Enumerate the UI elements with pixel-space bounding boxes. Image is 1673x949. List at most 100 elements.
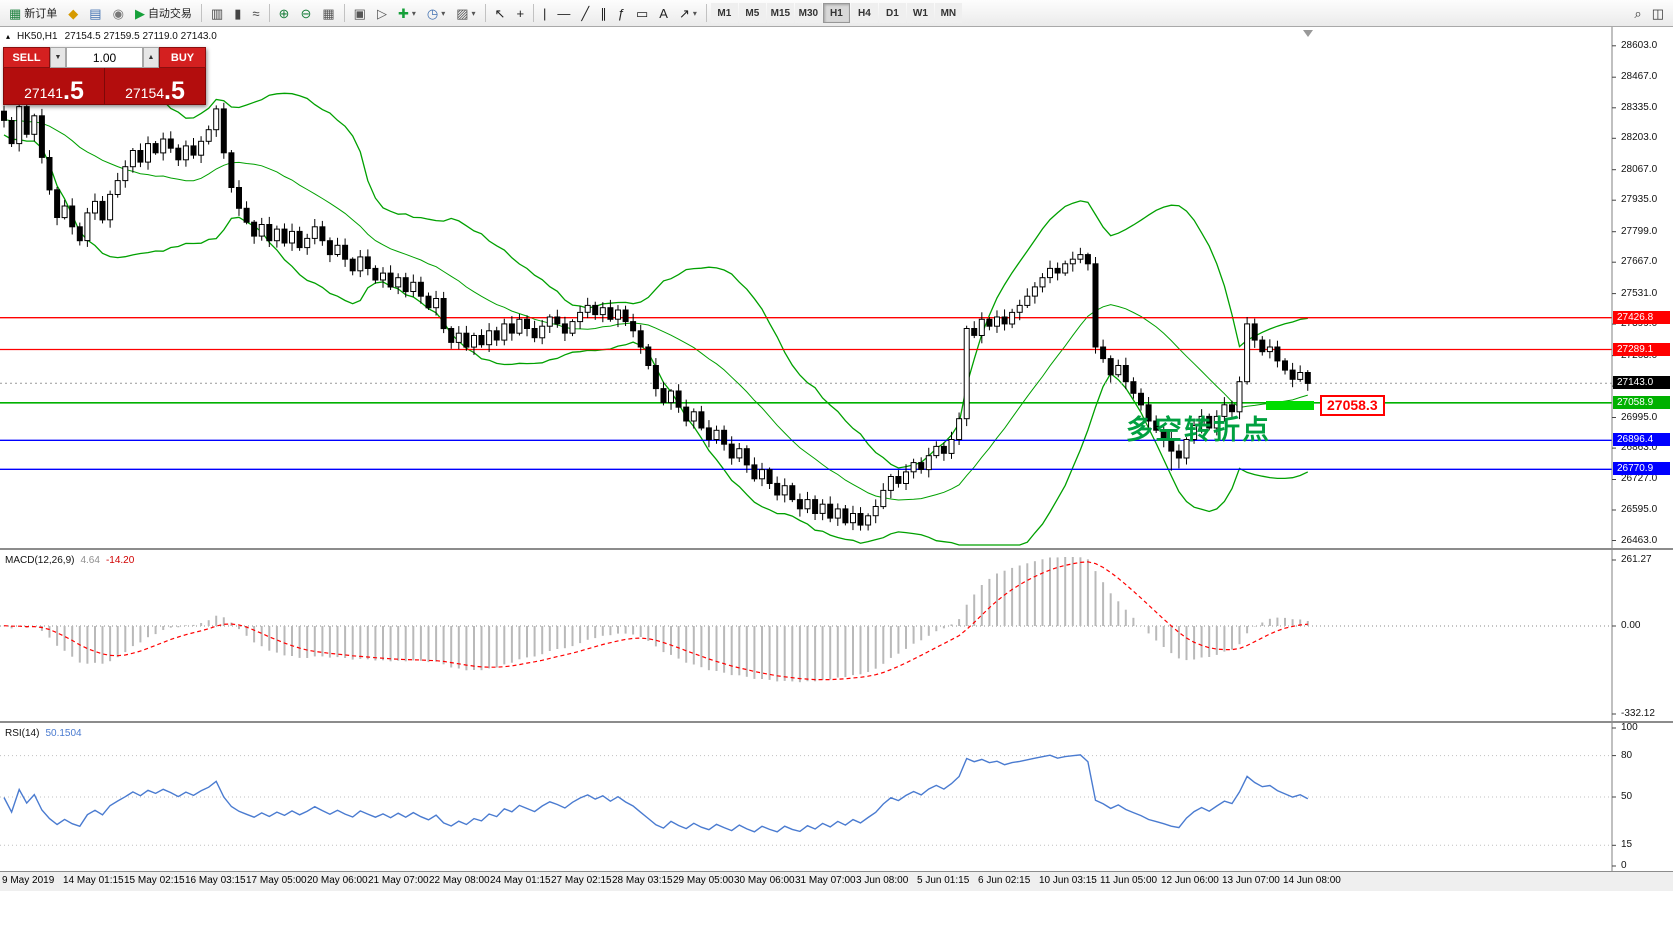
price-tick-label: 26595.0 xyxy=(1621,504,1658,515)
new-order-button[interactable]: ▦ 新订单 xyxy=(4,2,62,24)
buy-button[interactable]: BUY xyxy=(159,47,206,68)
rsi-axis-label: 100 xyxy=(1621,722,1638,733)
price-tick-label: 27799.0 xyxy=(1621,225,1658,237)
templates-icon: ▨ xyxy=(456,5,469,21)
zoom-in-button[interactable]: ⊕ xyxy=(274,2,295,24)
candle-chart-button[interactable]: ▮ xyxy=(229,2,246,24)
time-tick-label: 12 Jun 06:00 xyxy=(1161,875,1219,886)
time-tick-label: 28 May 03:15 xyxy=(612,875,673,886)
timeframe-m15-button[interactable]: M15 xyxy=(766,3,794,23)
sell-button[interactable]: SELL xyxy=(3,47,50,68)
price-tick-label: 26463.0 xyxy=(1621,534,1658,546)
text-icon: A xyxy=(659,5,668,21)
channel-button[interactable]: ∥ xyxy=(595,2,612,24)
price-tick-label: 28467.0 xyxy=(1621,71,1658,83)
macd-axis-label: 261.27 xyxy=(1621,554,1652,565)
time-tick-label: 17 May 05:00 xyxy=(246,875,307,886)
tile-windows-button[interactable]: ▦ xyxy=(317,2,339,24)
chart-shift-marker[interactable] xyxy=(1303,30,1313,37)
turning-point-annotation[interactable]: 多空转折点 xyxy=(1126,415,1271,445)
timeframe-h1-button[interactable]: H1 xyxy=(822,3,850,23)
candle-chart-icon: ▮ xyxy=(234,5,242,21)
channel-icon: ∥ xyxy=(600,5,607,21)
chart-workspace[interactable]: ▴ HK50,H1 27154.5 27159.5 27119.0 27143.… xyxy=(0,27,1673,949)
fibonacci-button[interactable]: ƒ xyxy=(613,2,630,24)
periods-button[interactable]: ◷ ▾ xyxy=(422,2,450,24)
timeframe-m5-button[interactable]: M5 xyxy=(738,3,766,23)
new-chart-button[interactable]: ◆ xyxy=(63,2,83,24)
profiles-icon: ▤ xyxy=(89,5,102,21)
time-tick-label: 11 Jun 05:00 xyxy=(1100,875,1158,886)
time-axis[interactable] xyxy=(0,871,1673,891)
trade-panel-divider xyxy=(104,68,105,104)
volume-down-icon: ▼ xyxy=(54,54,62,61)
timeframe-w1-button[interactable]: W1 xyxy=(906,3,934,23)
highlight-bar[interactable] xyxy=(1266,401,1314,410)
price-line-badge: 26770.9 xyxy=(1613,462,1670,476)
quotes-mode-icon: ◫ xyxy=(1651,5,1664,21)
price-tick-label: 26995.0 xyxy=(1621,411,1658,423)
autotrading-button[interactable]: ▶ 自动交易 xyxy=(130,2,197,24)
timeframe-d1-button[interactable]: D1 xyxy=(878,3,906,23)
rsi-indicator-label: RSI(14) 50.1504 xyxy=(5,728,82,739)
autotrading-icon: ▶ xyxy=(134,5,145,21)
buy-price[interactable]: 27154.5 xyxy=(105,68,205,104)
timeframe-m30-button[interactable]: M30 xyxy=(794,3,822,23)
macd-main-value: 4.64 xyxy=(80,555,100,566)
bar-chart-button[interactable]: ▥ xyxy=(206,2,228,24)
toolbar-separator xyxy=(533,4,535,22)
rsi-name: RSI(14) xyxy=(5,728,40,739)
rsi-pane-splitter[interactable] xyxy=(0,721,1673,723)
price-tick-label: 28603.0 xyxy=(1621,39,1658,51)
volume-input[interactable] xyxy=(66,47,143,68)
toolbar-separator xyxy=(343,4,345,22)
arrows-button[interactable]: ↗ ▾ xyxy=(674,2,702,24)
shift-end-button[interactable]: ▷ xyxy=(372,2,392,24)
timeframe-m1-button[interactable]: M1 xyxy=(710,3,738,23)
quotes-mode-button[interactable]: ◫ xyxy=(1647,2,1669,24)
profiles-button[interactable]: ▤ xyxy=(84,2,106,24)
price-flag-label[interactable]: 27058.3 xyxy=(1320,395,1385,416)
macd-indicator-label: MACD(12,26,9) 4.64 -14.20 xyxy=(5,555,134,566)
tile-windows-icon: ▦ xyxy=(322,5,335,21)
time-tick-label: 16 May 03:15 xyxy=(185,875,246,886)
macd-pane-splitter[interactable] xyxy=(0,548,1673,550)
zoom-out-button[interactable]: ⊖ xyxy=(295,2,316,24)
crosshair-button[interactable]: + xyxy=(511,2,529,24)
shift-end-icon: ▷ xyxy=(376,5,387,21)
volume-up-icon: ▲ xyxy=(147,54,155,61)
trade-panel-controls: SELL ▼ ▲ BUY xyxy=(3,47,206,68)
text-button[interactable]: A xyxy=(654,2,673,24)
rsi-layer xyxy=(0,754,1612,846)
price-line-badge: 27289.1 xyxy=(1613,342,1670,356)
time-tick-label: 14 May 01:15 xyxy=(63,875,124,886)
chart-canvas[interactable] xyxy=(0,27,1673,949)
macd-name: MACD(12,26,9) xyxy=(5,555,75,566)
toolbar-right-group: ⌕ ◫ xyxy=(1629,2,1669,24)
templates-button[interactable]: ▨ ▾ xyxy=(451,2,480,24)
shapes-button[interactable]: ▭ xyxy=(631,2,653,24)
price-line-badge: 27426.8 xyxy=(1613,310,1670,324)
line-chart-button[interactable]: ≈ xyxy=(247,2,264,24)
sell-price[interactable]: 27141.5 xyxy=(4,68,104,104)
indicators-button[interactable]: ✚ ▾ xyxy=(393,2,421,24)
time-tick-label: 5 Jun 01:15 xyxy=(917,875,970,886)
timeframe-h4-button[interactable]: H4 xyxy=(850,3,878,23)
timeframe-mn-button[interactable]: MN xyxy=(934,3,962,23)
cursor-button[interactable]: ↖ xyxy=(490,2,511,24)
volume-up-button[interactable]: ▲ xyxy=(143,47,159,68)
data-window-button[interactable]: ◉ xyxy=(108,2,129,24)
new-order-icon: ▦ xyxy=(9,5,22,21)
time-tick-label: 27 May 02:15 xyxy=(551,875,612,886)
dropdown-arrow-icon: ▾ xyxy=(471,8,476,18)
trendline-button[interactable]: ╱ xyxy=(576,2,594,24)
arrange-window-button[interactable]: ▣ xyxy=(349,2,371,24)
horizontal-line-button[interactable]: ― xyxy=(552,2,575,24)
vertical-line-button[interactable]: | xyxy=(538,2,551,24)
search-button[interactable]: ⌕ xyxy=(1629,2,1646,24)
cursor-icon: ↖ xyxy=(494,5,506,21)
volume-down-button[interactable]: ▼ xyxy=(50,47,66,68)
toolbar-separator xyxy=(705,4,707,22)
macd-axis-label: 0.00 xyxy=(1621,620,1641,631)
rsi-value: 50.1504 xyxy=(45,728,82,739)
